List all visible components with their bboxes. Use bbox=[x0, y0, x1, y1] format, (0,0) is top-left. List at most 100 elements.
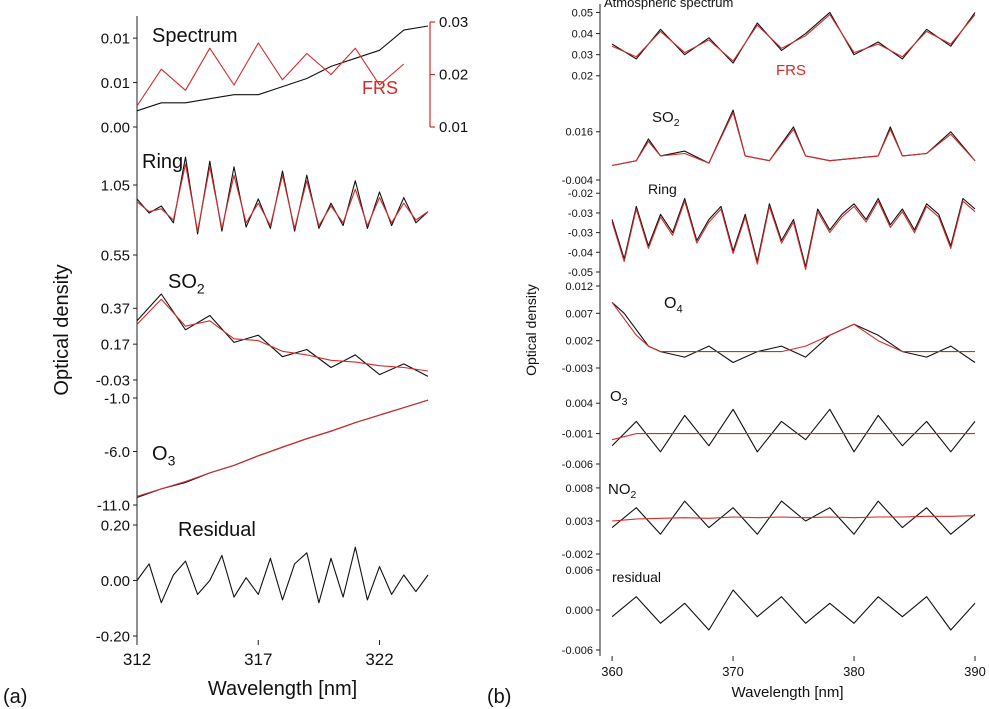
y-tick-label: 0.04 bbox=[572, 29, 593, 41]
series-measured-line bbox=[136, 546, 429, 604]
y-tick-label: 0.01 bbox=[101, 75, 130, 92]
subplot-label: Spectrum bbox=[152, 25, 238, 47]
series-measured-line bbox=[611, 301, 976, 364]
subplot-5: 0.20 0.00 -0.20 Residual bbox=[96, 517, 429, 645]
subplot-label-subscript: 2 bbox=[631, 489, 637, 501]
series-fit-line bbox=[136, 42, 405, 107]
y-tick-label: 0.004 bbox=[565, 398, 593, 410]
y-tick-label: 0.02 bbox=[572, 71, 593, 83]
subplot-label-text: Ring bbox=[142, 151, 183, 173]
subplot-3: -0.02 -0.03 -0.03 -0.04 -0.05 Ring bbox=[568, 181, 976, 279]
y-tick-label: -0.03 bbox=[568, 208, 593, 220]
subplot-label-text: Residual bbox=[178, 519, 256, 541]
y-tick-label: 0.03 bbox=[572, 50, 593, 62]
panel-a: 0.01 0.01 0.00 0.03 0.02 0.01 FRS Spectrum 1.05 0… bbox=[51, 14, 468, 700]
subplot-label-subscript: 2 bbox=[674, 117, 680, 129]
y-tick-label: 0.012 bbox=[565, 281, 593, 293]
series-fit-line bbox=[136, 399, 429, 497]
y-tick-label: 0.17 bbox=[101, 337, 130, 354]
subplot-label: Ring bbox=[142, 151, 183, 173]
subplot-label: SO2 bbox=[652, 109, 680, 129]
y-tick-label: -0.02 bbox=[568, 188, 593, 200]
x-axis-label: Wavelength [nm] bbox=[208, 678, 357, 700]
y-tick-label: 0.008 bbox=[565, 483, 593, 495]
series-measured-line bbox=[136, 25, 429, 112]
y-tick-label: 0.000 bbox=[565, 605, 593, 617]
subplot-1: 0.05 0.04 0.03 0.02 Atmospheric spectrum FRS bbox=[572, 0, 976, 83]
y-axis-label: Optical density bbox=[523, 284, 539, 376]
y-tick-label: -0.001 bbox=[562, 429, 593, 441]
series-fit-line bbox=[611, 111, 976, 167]
series-measured-line bbox=[611, 197, 976, 268]
subplot-label-subscript: 3 bbox=[168, 453, 176, 469]
x-tick-label: 360 bbox=[601, 664, 623, 679]
y-tick-label: 0.002 bbox=[565, 336, 593, 348]
subplot-4: -1.0 -6.0 -11.0 O3 bbox=[97, 390, 429, 514]
series-fit-line bbox=[611, 14, 976, 62]
subplot-label-text: residual bbox=[612, 569, 661, 585]
subplot-label-text: NO bbox=[608, 481, 631, 498]
x-tick-label: 390 bbox=[964, 664, 986, 679]
y-tick-label: 0.006 bbox=[565, 565, 593, 577]
y-tick-label: 0.20 bbox=[101, 517, 130, 534]
subplot-2: 1.05 0.55 Ring bbox=[101, 151, 429, 264]
y-tick-label: -0.05 bbox=[568, 267, 593, 279]
series-measured-line bbox=[136, 156, 429, 235]
y-tick-label: -0.002 bbox=[562, 549, 593, 561]
subplot-label-subscript: 3 bbox=[622, 396, 628, 408]
panel-a-label: (a) bbox=[3, 686, 27, 708]
subplot-label-text: SO bbox=[168, 271, 197, 293]
subplot-label-text: O bbox=[664, 295, 676, 312]
y-tick-label: 0.003 bbox=[565, 516, 593, 528]
y-tick-label: 1.05 bbox=[101, 177, 130, 194]
subplot-label: residual bbox=[612, 569, 661, 585]
subplot-label: O4 bbox=[664, 295, 683, 315]
subplot-label: SO2 bbox=[168, 271, 205, 297]
subplot-label: Residual bbox=[178, 519, 256, 541]
x-axis-label: Wavelength [nm] bbox=[732, 684, 844, 701]
y-tick-label: 0.00 bbox=[101, 573, 130, 590]
subplot-label-text: Ring bbox=[648, 181, 677, 197]
subplot-7: 0.006 0.000 -0.006 residual bbox=[562, 565, 976, 657]
subplot-2: 0.016 -0.004 SO2 bbox=[562, 109, 976, 187]
y-tick-label: -1.0 bbox=[104, 390, 130, 407]
y-tick-label: -6.0 bbox=[104, 444, 130, 461]
series-fit-line bbox=[611, 200, 976, 270]
y-tick-label: -0.006 bbox=[562, 459, 593, 471]
series-fit-line bbox=[136, 163, 429, 232]
y-tick-label: -0.006 bbox=[562, 645, 593, 657]
subplot-4: 0.012 0.007 0.002 -0.003 O4 bbox=[562, 281, 976, 375]
series-fit-line bbox=[612, 515, 976, 522]
subplot-label: Atmospheric spectrum bbox=[604, 0, 733, 10]
y-tick-label: -0.004 bbox=[562, 175, 593, 187]
subplot-label-text: O bbox=[610, 388, 622, 405]
series-measured-line bbox=[611, 589, 976, 631]
y-tick-label: -0.03 bbox=[568, 228, 593, 240]
y-tick-label: 0.007 bbox=[565, 308, 593, 320]
y-tick-label: -11.0 bbox=[97, 497, 130, 514]
panel-b-label: (b) bbox=[487, 686, 511, 708]
y-tick-label: -0.03 bbox=[96, 372, 130, 389]
legend-entry-fit: FRS bbox=[776, 62, 806, 79]
subplot-5: 0.004 -0.001 -0.006 O3 bbox=[562, 388, 976, 471]
series-measured-line bbox=[136, 293, 429, 377]
subplot-label-subscript: 4 bbox=[676, 303, 682, 315]
y-tick-label: 0.01 bbox=[101, 31, 130, 48]
y-axis-label: Optical density bbox=[51, 264, 73, 395]
x-tick-label: 370 bbox=[722, 664, 744, 679]
subplot-label-subscript: 2 bbox=[197, 281, 205, 297]
y-tick-label: 0.37 bbox=[101, 301, 130, 318]
subplot-label-text: O bbox=[152, 443, 168, 465]
y-tick-label: 0.00 bbox=[101, 119, 130, 136]
subplot-label-text: Spectrum bbox=[152, 25, 238, 47]
x-tick-label: 317 bbox=[244, 650, 272, 669]
x-tick-label: 380 bbox=[843, 664, 865, 679]
y-tick-label: -0.003 bbox=[562, 363, 593, 375]
y-tick-label: -0.20 bbox=[96, 628, 130, 645]
series-fit-line bbox=[136, 298, 429, 372]
series-fit-line bbox=[611, 433, 975, 441]
subplot-label-text: SO bbox=[652, 109, 674, 126]
subplot-label-text: Atmospheric spectrum bbox=[604, 0, 733, 10]
